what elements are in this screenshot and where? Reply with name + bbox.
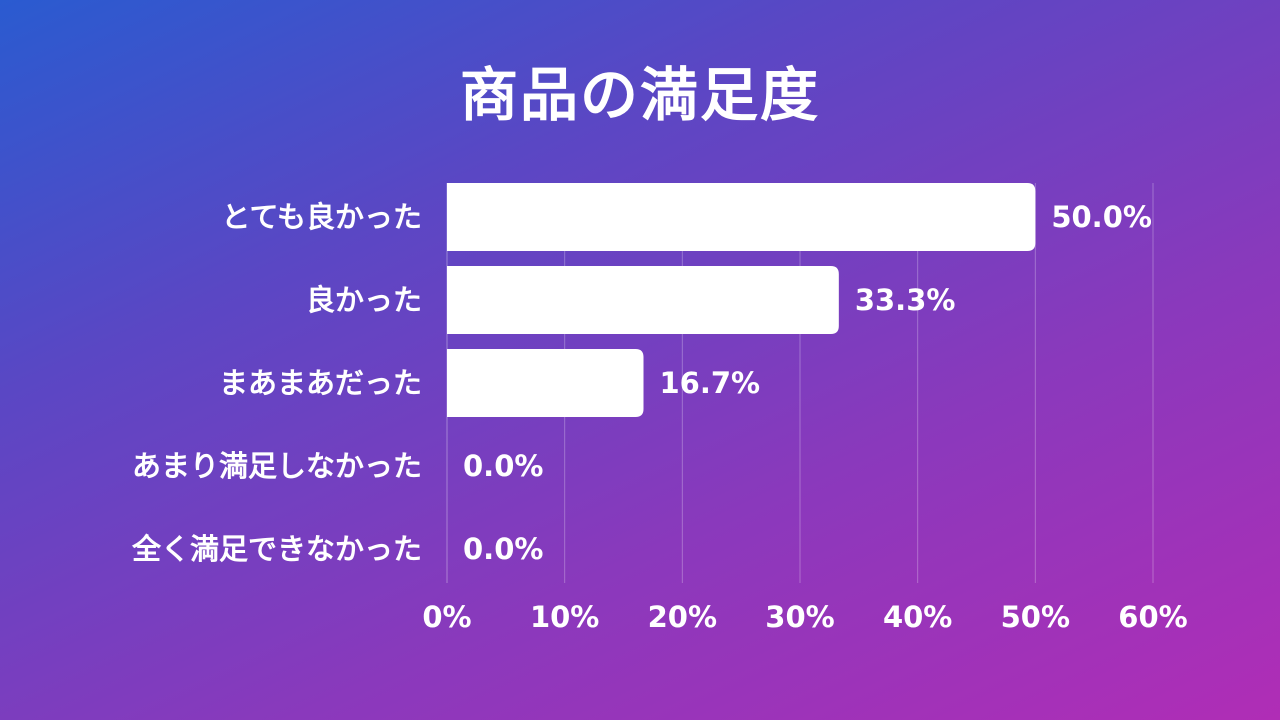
data-label: 16.7% <box>660 366 761 400</box>
bars <box>447 183 1036 417</box>
x-tick-label: 20% <box>648 600 717 634</box>
x-tick-label: 40% <box>883 600 952 634</box>
bar <box>447 183 1036 251</box>
bar <box>447 349 644 417</box>
category-label: 良かった <box>306 283 422 317</box>
category-label: とても良かった <box>221 200 422 234</box>
data-label: 50.0% <box>1051 200 1152 234</box>
data-label: 0.0% <box>463 449 543 483</box>
category-label: あまり満足しなかった <box>132 449 422 483</box>
x-tick-label: 60% <box>1118 600 1187 634</box>
chart-title: 商品の満足度 <box>459 61 820 129</box>
data-label: 33.3% <box>855 283 956 317</box>
data-label: 0.0% <box>463 532 543 566</box>
bar <box>447 266 839 334</box>
category-label: まあまあだった <box>219 366 422 400</box>
x-tick-label: 0% <box>422 600 471 634</box>
labels: 0% 10% 20% 30% 40% 50% 60% とても良かった 50.0% 良かった 33.3… <box>131 200 1188 634</box>
x-tick-label: 10% <box>530 600 599 634</box>
category-label: 全く満足できなかった <box>131 532 422 566</box>
x-tick-label: 50% <box>1001 600 1070 634</box>
x-tick-label: 30% <box>765 600 834 634</box>
